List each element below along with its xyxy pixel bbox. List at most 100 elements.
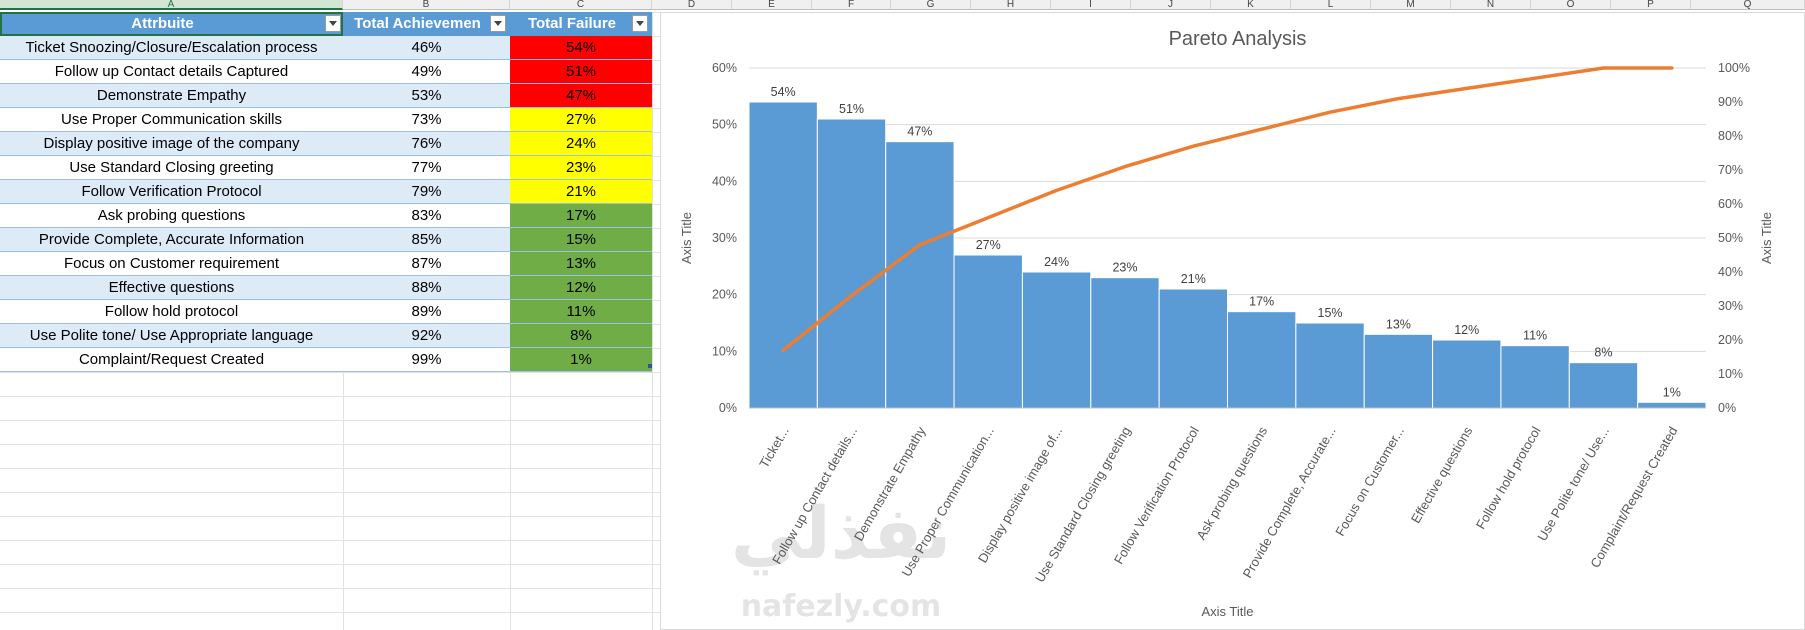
bar[interactable] [1363, 333, 1434, 409]
achievement-cell[interactable]: 87% [343, 252, 510, 276]
failure-cell[interactable]: 1% [510, 348, 652, 372]
attribute-cell[interactable]: Ticket Snoozing/Closure/Escalation proce… [0, 36, 343, 60]
column-header-p[interactable]: P [1611, 0, 1691, 10]
attribute-cell[interactable]: Use Standard Closing greeting [0, 156, 343, 180]
x-axis-category-label: Ticket... [756, 424, 792, 470]
svg-text:nafezly.com: nafezly.com [741, 589, 942, 624]
bar[interactable] [1090, 277, 1160, 409]
bar[interactable] [816, 118, 887, 409]
filter-dropdown-button[interactable] [325, 15, 341, 32]
filter-dropdown-button[interactable] [632, 15, 648, 32]
attribute-cell[interactable]: Follow hold protocol [0, 300, 343, 324]
bar[interactable] [1295, 322, 1365, 409]
failure-cell[interactable]: 13% [510, 252, 652, 276]
achievement-cell[interactable]: 92% [343, 324, 510, 348]
cumulative-line[interactable] [781, 66, 1674, 352]
y-axis-tick-label: 20% [712, 288, 737, 302]
y2-axis-tick-label: 50% [1718, 231, 1743, 245]
attribute-cell[interactable]: Use Polite tone/ Use Appropriate languag… [0, 324, 343, 348]
column-header-c[interactable]: C [510, 0, 652, 10]
achievement-cell[interactable]: 88% [343, 276, 510, 300]
attribute-cell[interactable]: Effective questions [0, 276, 343, 300]
achievement-cell[interactable]: 83% [343, 204, 510, 228]
x-axis-category-label: Effective questions [1408, 424, 1476, 526]
column-header-m[interactable]: M [1371, 0, 1451, 10]
bar[interactable] [1500, 345, 1570, 409]
column-header-f[interactable]: F [812, 0, 891, 10]
bar-data-label: 12% [1454, 323, 1479, 337]
column-header-j[interactable]: J [1131, 0, 1211, 10]
chevron-down-icon [494, 21, 502, 26]
bar[interactable] [885, 141, 955, 409]
attribute-cell[interactable]: Focus on Customer requirement [0, 252, 343, 276]
column-header-g[interactable]: G [891, 0, 971, 10]
bar[interactable] [1021, 271, 1092, 409]
column-header-q[interactable]: Q [1691, 0, 1805, 10]
table-header-cell[interactable]: Total Failure [510, 12, 652, 36]
achievement-cell[interactable]: 76% [343, 132, 510, 156]
column-header-h[interactable]: H [971, 0, 1051, 10]
bar[interactable] [748, 101, 818, 409]
column-header-i[interactable]: I [1051, 0, 1131, 10]
column-header-b[interactable]: B [343, 0, 510, 10]
bar-data-label: 23% [1112, 261, 1137, 275]
failure-cell[interactable]: 23% [510, 156, 652, 180]
failure-cell[interactable]: 15% [510, 228, 652, 252]
y-axis-tick-label: 10% [712, 344, 737, 358]
attribute-cell[interactable]: Follow up Contact details Captured [0, 60, 343, 84]
failure-cell[interactable]: 54% [510, 36, 652, 60]
y2-axis-tick-label: 40% [1718, 265, 1743, 279]
attribute-cell[interactable]: Follow Verification Protocol [0, 180, 343, 204]
failure-cell[interactable]: 11% [510, 300, 652, 324]
failure-cell[interactable]: 21% [510, 180, 652, 204]
achievement-cell[interactable]: 53% [343, 84, 510, 108]
achievement-cell[interactable]: 85% [343, 228, 510, 252]
table-header-label: Attrbuite [131, 15, 194, 32]
attribute-cell[interactable]: Display positive image of the company [0, 132, 343, 156]
failure-cell[interactable]: 27% [510, 108, 652, 132]
achievement-cell[interactable]: 89% [343, 300, 510, 324]
table-header-cell[interactable]: Total Achievemen [343, 12, 510, 36]
achievement-cell[interactable]: 46% [343, 36, 510, 60]
pareto-chart[interactable]: Pareto Analysis 0% 10% 20% 30% 40% 50% 60% 0% 10%… [660, 12, 1805, 630]
x-axis-category-label: Follow hold protocol [1473, 424, 1544, 532]
bar-data-label: 1% [1663, 385, 1681, 399]
y2-axis-tick-label: 0% [1718, 401, 1736, 415]
achievement-cell[interactable]: 99% [343, 348, 510, 372]
achievement-cell[interactable]: 79% [343, 180, 510, 204]
attribute-cell[interactable]: Complaint/Request Created [0, 348, 343, 372]
failure-cell[interactable]: 17% [510, 204, 652, 228]
achievement-cell[interactable]: 73% [343, 108, 510, 132]
chart-canvas: Pareto Analysis 0% 10% 20% 30% 40% 50% 60% 0% 10%… [679, 28, 1774, 624]
failure-cell[interactable]: 12% [510, 276, 652, 300]
bar-data-label: 15% [1318, 306, 1343, 320]
table-resize-handle[interactable] [648, 364, 652, 368]
bar[interactable] [1568, 362, 1639, 409]
bar[interactable] [953, 254, 1023, 409]
column-header-l[interactable]: L [1291, 0, 1371, 10]
filter-dropdown-button[interactable] [490, 15, 506, 32]
failure-cell[interactable]: 51% [510, 60, 652, 84]
bar[interactable] [1637, 401, 1707, 409]
failure-cell[interactable]: 8% [510, 324, 652, 348]
column-header-o[interactable]: O [1531, 0, 1611, 10]
attribute-cell[interactable]: Use Proper Communication skills [0, 108, 343, 132]
bar[interactable] [1227, 311, 1297, 409]
column-header-e[interactable]: E [732, 0, 812, 10]
y-axis-title: Axis Title [679, 212, 694, 264]
failure-cell[interactable]: 47% [510, 84, 652, 108]
achievement-cell[interactable]: 77% [343, 156, 510, 180]
column-header-n[interactable]: N [1451, 0, 1531, 10]
attribute-cell[interactable]: Provide Complete, Accurate Information [0, 228, 343, 252]
column-header-d[interactable]: D [652, 0, 732, 10]
attribute-cell[interactable]: Ask probing questions [0, 204, 343, 228]
failure-cell[interactable]: 24% [510, 132, 652, 156]
column-header-a[interactable]: A [0, 0, 343, 10]
achievement-cell[interactable]: 49% [343, 60, 510, 84]
table-header-cell[interactable]: Attrbuite [0, 12, 343, 36]
attribute-cell[interactable]: Demonstrate Empathy [0, 84, 343, 108]
column-header-k[interactable]: K [1211, 0, 1291, 10]
bar[interactable] [1158, 288, 1228, 409]
bar[interactable] [1432, 339, 1502, 409]
